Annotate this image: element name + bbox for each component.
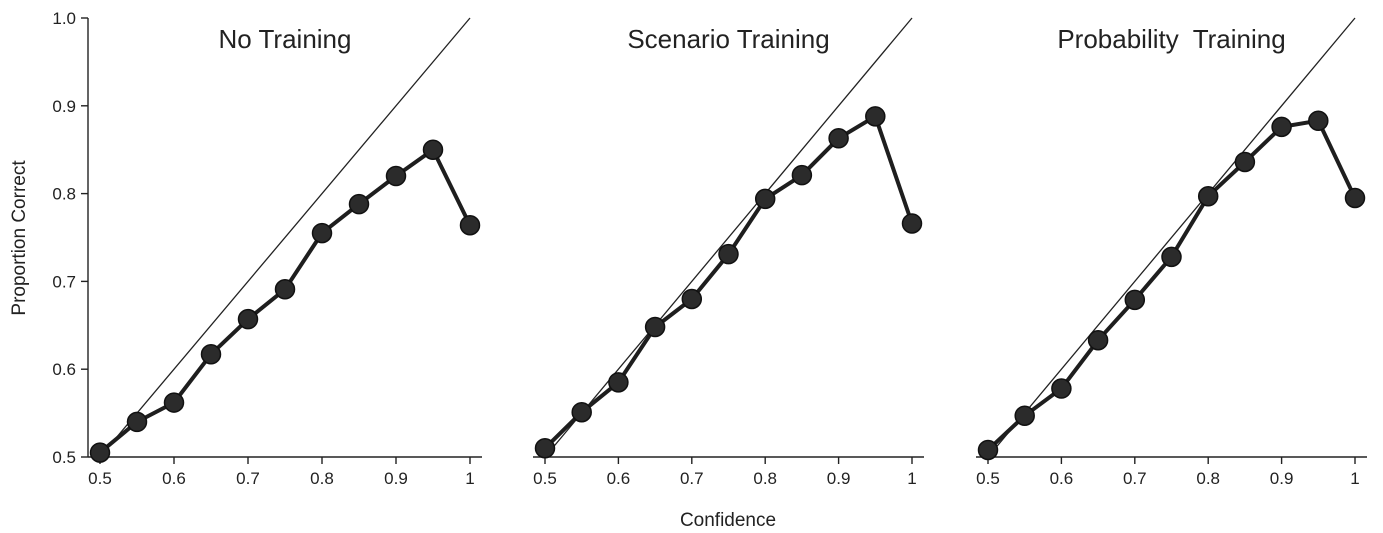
series-line (986, 118, 1357, 452)
data-point (754, 188, 776, 210)
y-tick-label: 1.0 (52, 9, 76, 28)
panel-3: 0.5 0.6 0.7 0.8 0.9 1 Probability Training (976, 17, 1367, 488)
reference-diagonal-line (544, 17, 913, 458)
data-point (534, 437, 556, 459)
x-tick-label: 0.9 (1270, 469, 1294, 488)
data-point (791, 164, 813, 186)
data-point (718, 243, 739, 265)
x-tick-label: 0.5 (88, 469, 112, 488)
data-point (1344, 187, 1366, 209)
panel-title: Probability Training (1057, 24, 1285, 54)
data-point (1308, 110, 1329, 131)
y-axis: 0.5 0.6 0.7 0.8 0.9 1.0 (52, 9, 89, 467)
y-tick-label: 0.6 (52, 360, 76, 379)
data-point (274, 279, 296, 300)
data-point (459, 214, 481, 236)
data-point (828, 128, 849, 149)
y-tick-label: 0.9 (52, 97, 76, 116)
data-point (608, 372, 629, 393)
data-point (348, 193, 370, 215)
data-point (1234, 151, 1256, 173)
data-point (1051, 378, 1072, 399)
x-tick-label: 0.8 (1196, 469, 1220, 488)
data-point (126, 411, 148, 433)
data-point (311, 222, 333, 244)
data-point (901, 213, 923, 234)
x-axis-title: Confidence (680, 510, 776, 531)
x-tick-label: 0.6 (607, 469, 631, 488)
x-tick-label: 0.7 (680, 469, 704, 488)
data-point (977, 439, 999, 461)
x-tick-label: 0.7 (236, 469, 260, 488)
data-point (644, 316, 666, 338)
x-tick-label: 0.7 (1123, 469, 1147, 488)
data-point (681, 288, 703, 310)
x-tick-label: 1 (1350, 469, 1359, 488)
data-point (385, 165, 407, 187)
panel-title: Scenario Training (627, 24, 829, 54)
data-point (865, 106, 886, 127)
data-point (1197, 185, 1219, 207)
x-tick-label: 1 (465, 469, 474, 488)
data-point (571, 401, 592, 423)
x-tick-label: 0.6 (1050, 469, 1074, 488)
x-tick-label: 0.8 (310, 469, 334, 488)
panel-1: 0.5 0.6 0.7 0.8 0.9 1 No Training (88, 17, 482, 488)
reference-diagonal-line (99, 17, 471, 458)
data-point (1161, 246, 1182, 268)
data-point (1271, 116, 1292, 138)
panel-title: No Training (219, 24, 352, 54)
y-tick-label: 0.5 (52, 448, 76, 467)
x-tick-label: 0.5 (976, 469, 1000, 488)
x-tick-label: 0.9 (384, 469, 408, 488)
x-tick-label: 0.9 (827, 469, 851, 488)
data-point (422, 139, 444, 160)
y-tick-label: 0.8 (52, 185, 76, 204)
data-point (237, 308, 259, 330)
data-point (1124, 289, 1146, 311)
data-point (89, 442, 111, 463)
series-line (543, 114, 914, 450)
panel-2: 0.5 0.6 0.7 0.8 0.9 1 Scenario Training (533, 17, 924, 488)
data-point (1014, 405, 1035, 426)
data-point (1087, 329, 1109, 351)
x-tick-label: 1 (907, 469, 916, 488)
data-point (200, 344, 222, 365)
reference-diagonal-line (987, 17, 1356, 458)
x-tick-label: 0.6 (162, 469, 186, 488)
x-tick-label: 0.5 (533, 469, 557, 488)
series-line (98, 147, 472, 455)
data-point (163, 392, 185, 413)
x-tick-label: 0.8 (753, 469, 777, 488)
y-axis-title: Proportion Correct (9, 160, 30, 316)
y-tick-label: 0.7 (52, 272, 76, 291)
